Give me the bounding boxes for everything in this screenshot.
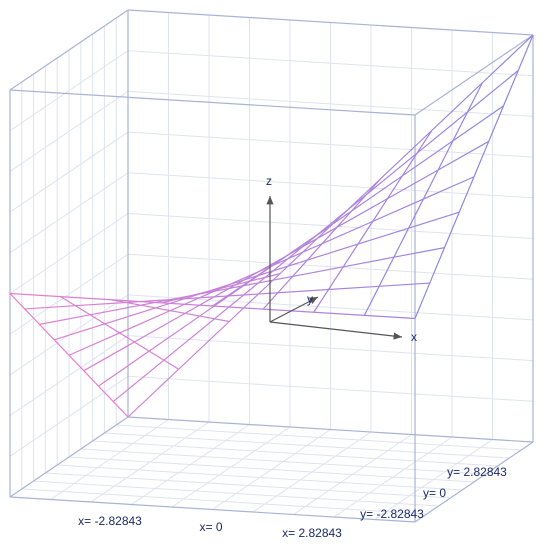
box-edge xyxy=(9,89,416,116)
x-axis-arrow xyxy=(269,321,403,340)
box-edge xyxy=(414,441,534,523)
floor-grid xyxy=(80,448,486,475)
box-edge xyxy=(9,9,129,91)
back-grid xyxy=(127,50,534,77)
z-axis-label: z xyxy=(266,174,272,188)
tick-labels: x= -2.82843 x= 0 x= 2.82843 y= -2.82843 y= 0… xyxy=(78,465,507,540)
surface xyxy=(9,34,534,418)
y-tick-label: y= -2.82843 xyxy=(360,507,424,521)
surface-column xyxy=(414,34,534,319)
floor-grid xyxy=(293,434,412,515)
side-grid xyxy=(9,90,129,172)
surface-column xyxy=(363,82,483,316)
x-tick-label: x= -2.82843 xyxy=(78,514,142,528)
surface-column xyxy=(161,273,281,304)
y-tick-label: y= 0 xyxy=(423,486,446,500)
floor-grid xyxy=(116,424,522,451)
x-tick-label: x= 0 xyxy=(199,520,222,534)
surface-column xyxy=(313,130,433,313)
floor-grid xyxy=(252,431,372,513)
box-edge xyxy=(127,9,534,36)
axis-triad: x y z xyxy=(266,174,417,344)
box-edge xyxy=(414,34,534,116)
surface-column xyxy=(9,293,129,418)
box-edge xyxy=(9,496,416,523)
box-edge xyxy=(9,416,129,498)
surface-column xyxy=(262,177,382,310)
floor-grid xyxy=(374,439,493,520)
side-grid xyxy=(9,50,129,132)
y-axis-label: y xyxy=(307,292,313,306)
floor-grid xyxy=(92,440,498,467)
box-edge xyxy=(127,416,534,443)
floor-grid xyxy=(104,432,510,459)
x-tick-label: x= 2.82843 xyxy=(282,526,342,540)
y-tick-label: y= 2.82843 xyxy=(447,465,507,479)
back-grid xyxy=(127,90,534,117)
side-grid xyxy=(9,131,129,213)
back-grid xyxy=(127,172,534,199)
floor-grid xyxy=(333,436,453,518)
surface-column xyxy=(212,225,331,307)
surface-column xyxy=(60,296,179,370)
back-grid xyxy=(127,131,534,158)
x-axis-label: x xyxy=(411,330,417,344)
surface-column xyxy=(111,299,230,323)
floor-grid xyxy=(68,456,475,483)
side-grid xyxy=(9,213,129,294)
side-grid xyxy=(9,172,129,254)
walls xyxy=(9,9,534,523)
y-axis-arrow xyxy=(269,296,319,323)
